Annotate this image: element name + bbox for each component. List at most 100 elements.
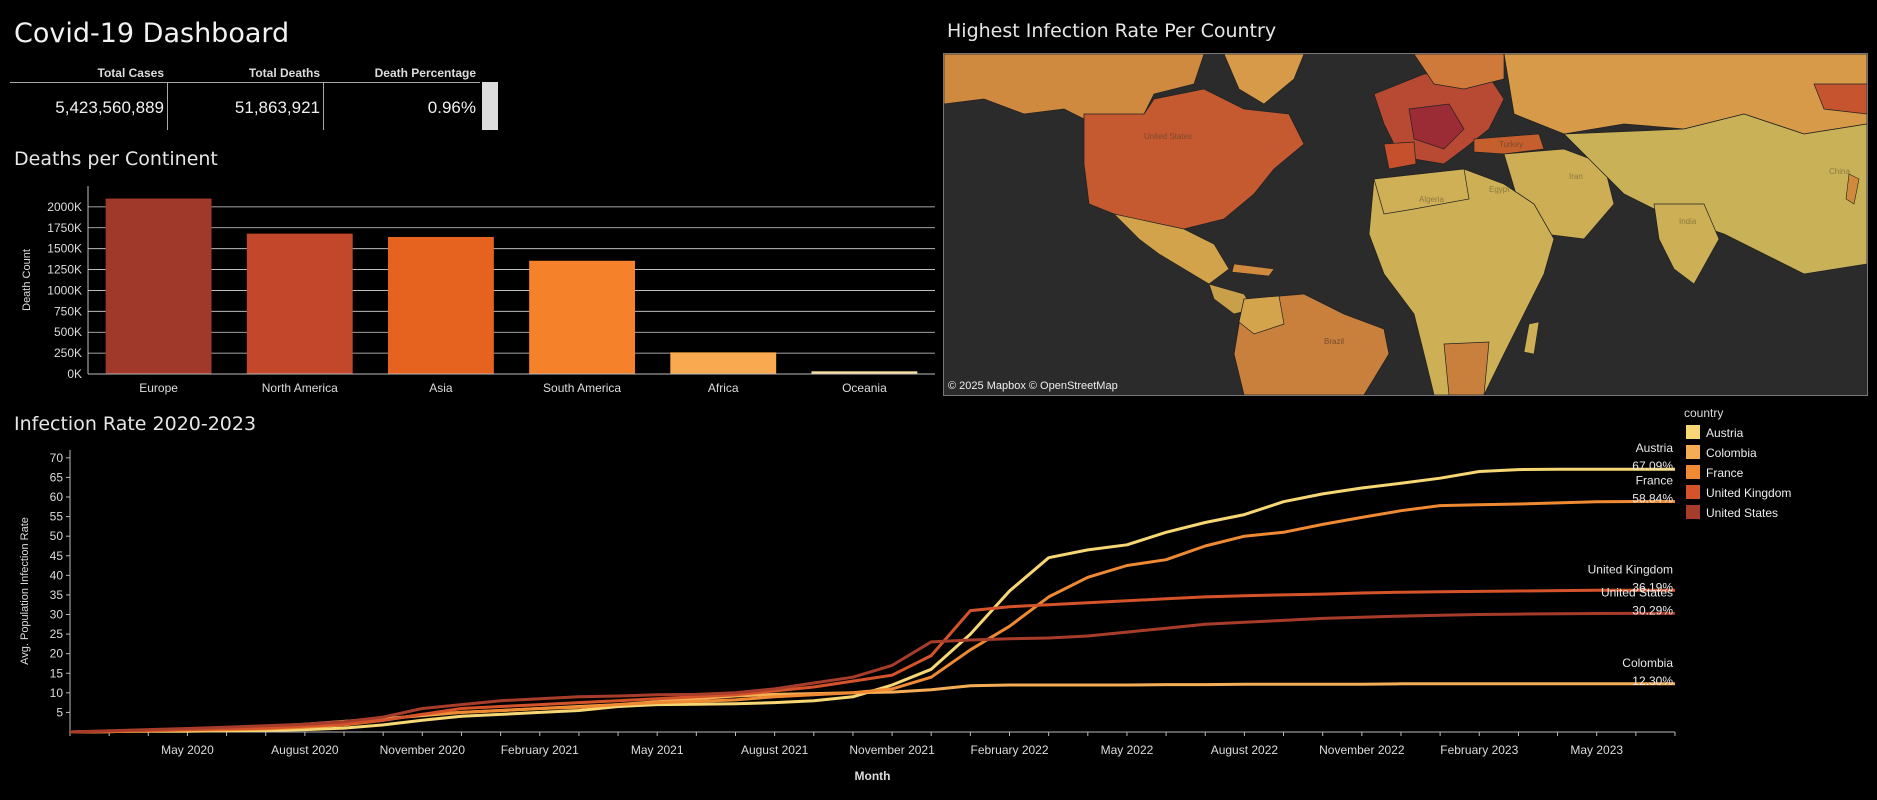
line-y-tick-label: 70 [50,451,64,465]
series-end-value: 30.29% [1632,603,1673,617]
bar-y-tick-label: 1000K [47,283,82,297]
line-x-tick-label: November 2022 [1319,743,1405,757]
kpi-table: Total Cases Total Deaths Death Percentag… [10,62,500,132]
bar-y-tick-label: 0K [67,367,82,381]
line-x-tick-label: August 2022 [1211,743,1279,757]
bar-x-tick-label: Africa [708,381,739,395]
map-region-east-asia-north [1813,83,1867,115]
line-x-tick-label: May 2022 [1101,743,1154,757]
line-y-tick-label: 65 [50,470,64,484]
legend-item-united-kingdom[interactable]: United Kingdom [1686,485,1791,500]
legend-label: Austria [1706,426,1744,440]
kpi-total-cases: 5,423,560,889 [55,98,164,117]
line-y-tick-label: 60 [50,490,64,504]
legend-item-colombia[interactable]: Colombia [1686,445,1757,460]
line-x-tick-label: May 2020 [161,743,214,757]
line-x-tick-label: February 2023 [1440,743,1518,757]
series-end-value: 12.30% [1632,674,1673,688]
map-region-turkey [1473,133,1545,155]
line-chart-title: Infection Rate 2020-2023 [14,413,257,435]
line-y-tick-label: 45 [50,549,64,563]
bar-africa [670,352,777,374]
bar-north-america [246,233,353,374]
bar-x-tick-label: Oceania [842,381,887,395]
map-region-greenland [1223,54,1305,105]
legend-swatch [1686,425,1700,439]
bar-chart-title: Deaths per Continent [14,148,218,170]
line-y-tick-label: 55 [50,510,64,524]
map-region-north-africa [1373,168,1470,215]
line-y-tick-label: 30 [50,608,64,622]
map-region-japan [1845,173,1860,205]
line-y-tick-label: 25 [50,627,64,641]
legend-label: France [1706,466,1744,480]
map-region-cuba [1231,263,1275,277]
line-x-tick-label: August 2020 [271,743,339,757]
map-region-scandinavia [1413,54,1505,90]
bar-y-tick-label: 1750K [47,221,82,235]
legend-title: country [1684,406,1724,420]
deaths-per-continent-chart: 0K 250K 500K 750K 1000K 1250K 1500K 1750K 2000K D… [21,186,935,395]
legend-swatch [1686,465,1700,479]
legend-label: United States [1706,506,1779,520]
line-x-tick-label: May 2023 [1570,743,1623,757]
bar-y-tick-label: 500K [54,325,82,339]
dashboard-title: Covid-19 Dashboard [14,18,290,49]
legend-item-france[interactable]: France [1686,465,1743,480]
line-y-tick-label: 35 [50,588,64,602]
series-line-united-states [69,611,1675,734]
series-end-label: Austria [1636,441,1674,455]
line-x-axis-label: Month [855,769,891,783]
bar-y-axis-label: Death Count [21,249,33,311]
map-label: India [1679,217,1697,226]
map-label: United States [1144,132,1192,141]
line-x-tick-label: May 2021 [631,743,684,757]
kpi-column-divider [167,82,168,130]
bar-x-tick-label: Europe [139,381,178,395]
map-region-usa [1083,88,1305,230]
legend-swatch [1686,505,1700,519]
legend-item-united-states[interactable]: United States [1686,505,1778,520]
map-canvas[interactable]: United States Brazil Algeria Egypt India… [944,54,1867,395]
legend-swatch [1686,485,1700,499]
map-attribution[interactable]: © 2025 Mapbox © OpenStreetMap [948,380,1118,392]
series-line-united-kingdom [69,588,1675,734]
map-label: Egypt [1489,185,1510,194]
line-x-tick-label: February 2022 [970,743,1048,757]
map-label: China [1829,167,1850,176]
legend-label: United Kingdom [1706,486,1792,500]
kpi-header-total-cases: Total Cases [97,66,164,80]
kpi-column-divider [323,82,324,130]
legend-item-austria[interactable]: Austria [1686,425,1743,440]
map-region-central-europe [1408,103,1465,150]
bar-y-tick-label: 750K [54,304,82,318]
bar-asia [387,236,494,374]
series-end-label: France [1636,474,1674,488]
line-x-tick-label: August 2021 [741,743,809,757]
kpi-header-total-deaths: Total Deaths [248,66,320,80]
line-y-tick-label: 20 [50,647,64,661]
bar-x-tick-label: Asia [429,381,453,395]
bar-y-tick-label: 1250K [47,263,82,277]
map-region-africa [1368,168,1555,395]
series-end-label: United States [1601,585,1673,599]
infection-rate-map[interactable]: United States Brazil Algeria Egypt India… [943,53,1868,396]
kpi-scrollbar[interactable] [482,82,498,130]
line-y-tick-label: 50 [50,529,64,543]
series-end-value: 58.84% [1632,492,1673,506]
map-region-iberia [1383,141,1417,170]
map-region-central-asia [1563,113,1867,275]
map-title: Highest Infection Rate Per Country [947,20,1277,42]
map-region-russia [1503,54,1867,135]
series-end-value: 36.19% [1632,580,1673,594]
map-label: Iran [1569,172,1583,181]
line-y-tick-label: 10 [50,686,64,700]
line-x-tick-label: November 2021 [849,743,935,757]
series-end-label: United Kingdom [1588,562,1673,576]
series-end-value: 67.09% [1632,459,1673,473]
infection-rate-chart: 5 10 15 20 25 30 35 40 45 50 55 60 65 70 May 2020 Augus… [19,441,1676,783]
line-y-tick-label: 40 [50,568,64,582]
series-end-label: Colombia [1622,656,1673,670]
kpi-total-deaths: 51,863,921 [234,98,320,117]
line-y-tick-label: 15 [50,666,64,680]
